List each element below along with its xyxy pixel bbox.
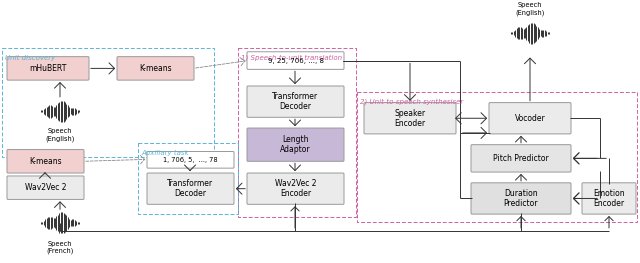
Text: Speech
(English): Speech (English) xyxy=(45,128,75,141)
FancyBboxPatch shape xyxy=(117,57,194,80)
Text: K-means: K-means xyxy=(29,157,62,166)
Text: 2) Unit-to-speech synthesiser: 2) Unit-to-speech synthesiser xyxy=(360,99,463,105)
FancyBboxPatch shape xyxy=(489,103,571,134)
Text: Transformer
Decoder: Transformer Decoder xyxy=(273,92,319,111)
FancyBboxPatch shape xyxy=(247,173,344,204)
Text: 9, 25, 706, ..., 8: 9, 25, 706, ..., 8 xyxy=(268,58,323,64)
FancyBboxPatch shape xyxy=(247,128,344,161)
Bar xyxy=(138,143,238,214)
Text: Duration
Predictor: Duration Predictor xyxy=(504,189,538,208)
Text: K-means: K-means xyxy=(139,64,172,73)
FancyBboxPatch shape xyxy=(247,52,344,69)
Bar xyxy=(357,92,637,222)
Text: mHuBERT: mHuBERT xyxy=(29,64,67,73)
FancyBboxPatch shape xyxy=(471,145,571,172)
Text: 1) Speech-to-unit translation: 1) Speech-to-unit translation xyxy=(241,55,342,61)
FancyBboxPatch shape xyxy=(147,151,234,168)
FancyBboxPatch shape xyxy=(471,183,571,214)
FancyBboxPatch shape xyxy=(7,176,84,199)
Bar xyxy=(238,48,356,217)
Text: Wav2Vec 2
Encoder: Wav2Vec 2 Encoder xyxy=(275,179,316,198)
FancyBboxPatch shape xyxy=(247,86,344,117)
Text: Speech
(English): Speech (English) xyxy=(515,2,545,16)
Text: Emotion
Encoder: Emotion Encoder xyxy=(593,189,625,208)
Bar xyxy=(2,48,214,157)
Text: Wav2Vec 2: Wav2Vec 2 xyxy=(25,183,67,192)
Text: Length
Adaptor: Length Adaptor xyxy=(280,135,311,154)
FancyBboxPatch shape xyxy=(7,150,84,173)
Text: Unit discovery: Unit discovery xyxy=(5,55,55,61)
Text: Vocoder: Vocoder xyxy=(515,114,545,123)
FancyBboxPatch shape xyxy=(147,173,234,204)
Text: Pitch Predictor: Pitch Predictor xyxy=(493,154,549,163)
Text: Speech
(French): Speech (French) xyxy=(46,240,74,254)
FancyBboxPatch shape xyxy=(582,183,636,214)
FancyBboxPatch shape xyxy=(364,103,456,134)
Text: 1, 706, 5,  ..., 78: 1, 706, 5, ..., 78 xyxy=(163,157,218,163)
Text: Auxiliary task: Auxiliary task xyxy=(141,150,189,156)
Text: Transformer
Decoder: Transformer Decoder xyxy=(168,179,214,198)
FancyBboxPatch shape xyxy=(7,57,89,80)
Text: Speaker
Encoder: Speaker Encoder xyxy=(394,109,426,128)
